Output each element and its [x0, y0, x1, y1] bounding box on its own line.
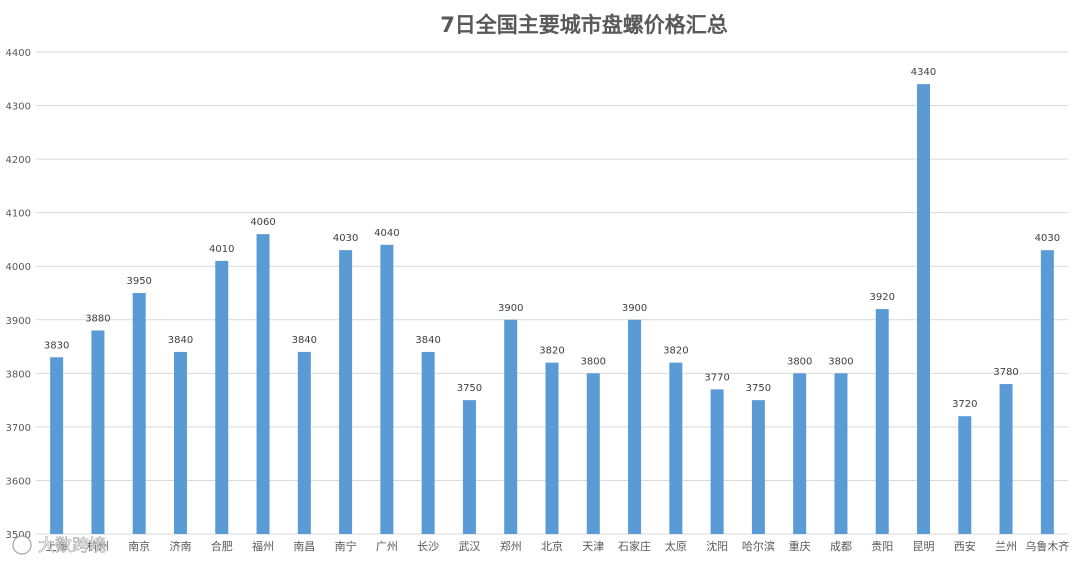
data-label: 4030 [1035, 233, 1060, 244]
x-category-label: 重庆 [789, 539, 811, 553]
data-label: 3820 [663, 346, 688, 357]
bar [1040, 250, 1054, 534]
x-category-label: 广州 [376, 540, 398, 553]
bar [380, 244, 394, 535]
x-category-label: 乌鲁木齐 [1025, 539, 1069, 553]
y-tick-label: 4400 [6, 48, 31, 59]
gridlines [36, 51, 1068, 535]
bar [173, 351, 187, 534]
y-tick-label: 4100 [6, 209, 31, 220]
bar [545, 362, 559, 534]
x-category-label: 合肥 [211, 539, 233, 553]
bar [875, 309, 889, 534]
x-category-label: 贵阳 [871, 540, 893, 553]
data-label: 3830 [44, 340, 69, 351]
x-axis-categories: 上海 杭州 南京 济南 合肥 福州 南昌 南宁 广州 长沙 武汉 郑州 北京 天津 石家庄 太原 沈阳 哈尔滨 重庆… [46, 539, 1070, 553]
bar [215, 260, 229, 534]
bar [504, 319, 518, 534]
watermark-text: 大数跨境 [38, 536, 106, 556]
watermark: 大数跨境 [12, 535, 106, 556]
data-label: 3780 [993, 367, 1018, 378]
bar [628, 319, 642, 534]
bar [462, 400, 476, 534]
bar [256, 234, 270, 535]
bar [132, 293, 146, 534]
data-label: 3770 [704, 372, 729, 383]
x-category-label: 南昌 [293, 540, 315, 553]
data-label: 3750 [457, 383, 482, 394]
bar [751, 400, 765, 534]
y-tick-label: 3600 [6, 476, 31, 487]
bar [339, 250, 353, 534]
bar [50, 357, 64, 534]
x-category-label: 成都 [830, 540, 852, 553]
bar [793, 373, 807, 534]
x-category-label: 武汉 [458, 540, 480, 553]
data-labels: 3830 3880 3950 3840 4010 4060 3840 4030 4040 3840… [44, 67, 1060, 410]
x-category-label: 济南 [169, 539, 191, 553]
bar [421, 351, 435, 534]
data-label: 3920 [870, 292, 895, 303]
x-category-label: 西安 [954, 539, 976, 553]
data-label: 3750 [746, 383, 771, 394]
x-category-label: 沈阳 [706, 539, 728, 553]
bar [91, 330, 105, 534]
x-category-label: 兰州 [995, 540, 1017, 553]
x-category-label: 太原 [665, 540, 687, 553]
y-tick-label: 3500 [6, 530, 31, 541]
data-label: 3720 [952, 399, 977, 410]
data-label: 4060 [250, 217, 275, 228]
data-label: 3800 [828, 356, 853, 367]
bar [297, 351, 311, 534]
x-category-label: 郑州 [500, 539, 522, 553]
x-category-label: 南京 [128, 539, 150, 553]
chart-title: 7日全国主要城市盘螺价格汇总 [440, 13, 728, 37]
x-category-label: 杭州 [87, 539, 109, 553]
x-category-label: 北京 [541, 539, 563, 553]
y-tick-label: 3700 [6, 423, 31, 434]
bar [710, 389, 724, 534]
x-category-label: 上海 [46, 539, 68, 553]
watermark-logo-icon [12, 535, 32, 555]
y-tick-label: 4300 [6, 102, 31, 113]
data-label: 3900 [622, 303, 647, 314]
x-category-label: 昆明 [913, 540, 935, 553]
bar [669, 362, 683, 534]
data-label: 3900 [498, 303, 523, 314]
bar [917, 84, 931, 534]
data-label: 3840 [415, 335, 440, 346]
y-tick-label: 4000 [6, 262, 31, 273]
x-category-label: 天津 [582, 540, 604, 553]
data-label: 4340 [911, 67, 936, 78]
bars [50, 84, 1054, 535]
data-label: 4010 [209, 244, 234, 255]
data-label: 3840 [168, 335, 193, 346]
data-label: 4030 [333, 233, 358, 244]
y-tick-label: 3900 [6, 316, 31, 327]
data-label: 3880 [85, 313, 110, 324]
bar [958, 416, 972, 534]
data-label: 3950 [126, 276, 151, 287]
bar [834, 373, 848, 534]
x-category-label: 长沙 [417, 540, 439, 553]
data-label: 3800 [787, 356, 812, 367]
data-label: 4040 [374, 228, 399, 239]
y-tick-label: 4200 [6, 155, 31, 166]
x-category-label: 石家庄 [618, 539, 651, 553]
bar [999, 384, 1013, 534]
y-axis-ticks: 3500 3600 3700 3800 3900 4000 4100 4200 4300 4400 [6, 48, 31, 541]
x-category-label: 哈尔滨 [742, 539, 775, 553]
data-label: 3840 [292, 335, 317, 346]
bar [586, 373, 600, 534]
x-category-label: 南宁 [335, 539, 357, 553]
data-label: 3820 [539, 346, 564, 357]
x-category-label: 福州 [252, 539, 274, 553]
data-label: 3800 [581, 356, 606, 367]
y-tick-label: 3800 [6, 369, 31, 380]
